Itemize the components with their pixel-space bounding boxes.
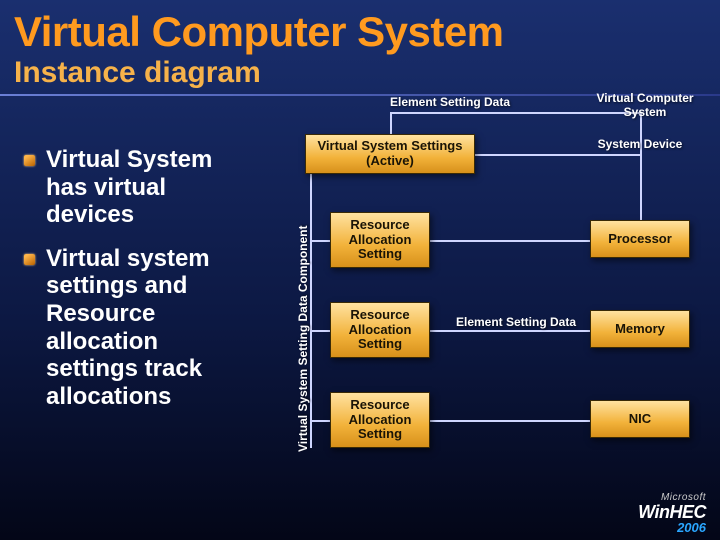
label-esd-mid: Element Setting Data (446, 316, 586, 330)
label-sysdev: System Device (590, 138, 690, 152)
connector (430, 330, 590, 332)
box-memory: Memory (590, 310, 690, 348)
list-item: Virtual System has virtual devices (24, 146, 240, 229)
logo-year: 2006 (638, 521, 706, 534)
box-nic: NIC (590, 400, 690, 438)
connector (430, 420, 590, 422)
diagram: Element Setting Data Virtual Computer Sy… (250, 102, 720, 522)
bullet-list: Virtual System has virtual devices Virtu… (0, 102, 250, 522)
box-vss: Virtual System Settings (Active) (305, 134, 475, 174)
box-processor: Processor (590, 220, 690, 258)
label-vcs: Virtual Computer System (580, 92, 710, 120)
box-ras: Resource Allocation Setting (330, 302, 430, 358)
connector (310, 420, 330, 422)
page-title: Virtual Computer System (0, 0, 720, 56)
connector (475, 154, 640, 156)
label-vcomp: Virtual System Setting Data Component (296, 226, 310, 452)
box-ras: Resource Allocation Setting (330, 212, 430, 268)
content: Virtual System has virtual devices Virtu… (0, 102, 720, 522)
connector (430, 240, 590, 242)
logo-winhec: WinHEC (638, 503, 706, 521)
connector (640, 154, 642, 224)
box-ras: Resource Allocation Setting (330, 392, 430, 448)
connector (390, 112, 392, 134)
list-item: Virtual system settings and Resource all… (24, 245, 240, 411)
page-subtitle: Instance diagram (0, 56, 720, 94)
connector (310, 240, 330, 242)
footer-logo: Microsoft WinHEC 2006 (638, 493, 706, 534)
connector (310, 174, 312, 448)
label-esd-top: Element Setting Data (370, 96, 530, 110)
connector (310, 330, 330, 332)
